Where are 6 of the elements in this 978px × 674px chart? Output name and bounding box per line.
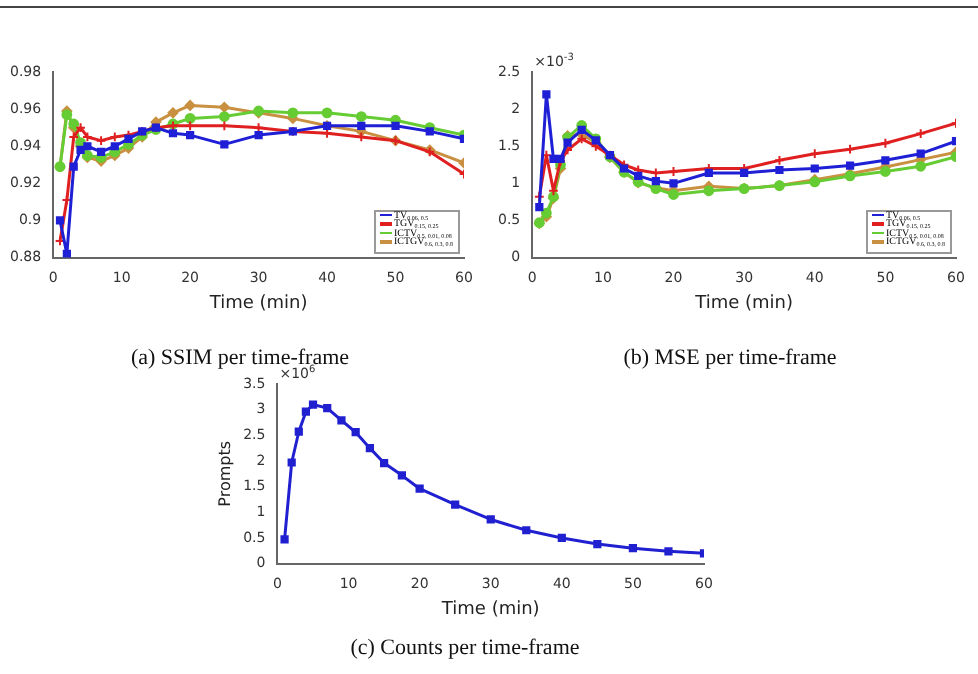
x-axis-title: Time (min) — [207, 293, 308, 314]
text: (b) MSE per time-frame — [621, 346, 839, 370]
y-axis-title: Prompts — [215, 440, 234, 507]
text: (c) Counts per time-frame — [348, 636, 582, 660]
x-axis-title: Time (min) — [439, 599, 540, 620]
x-axis-title: Time (min) — [693, 293, 794, 314]
